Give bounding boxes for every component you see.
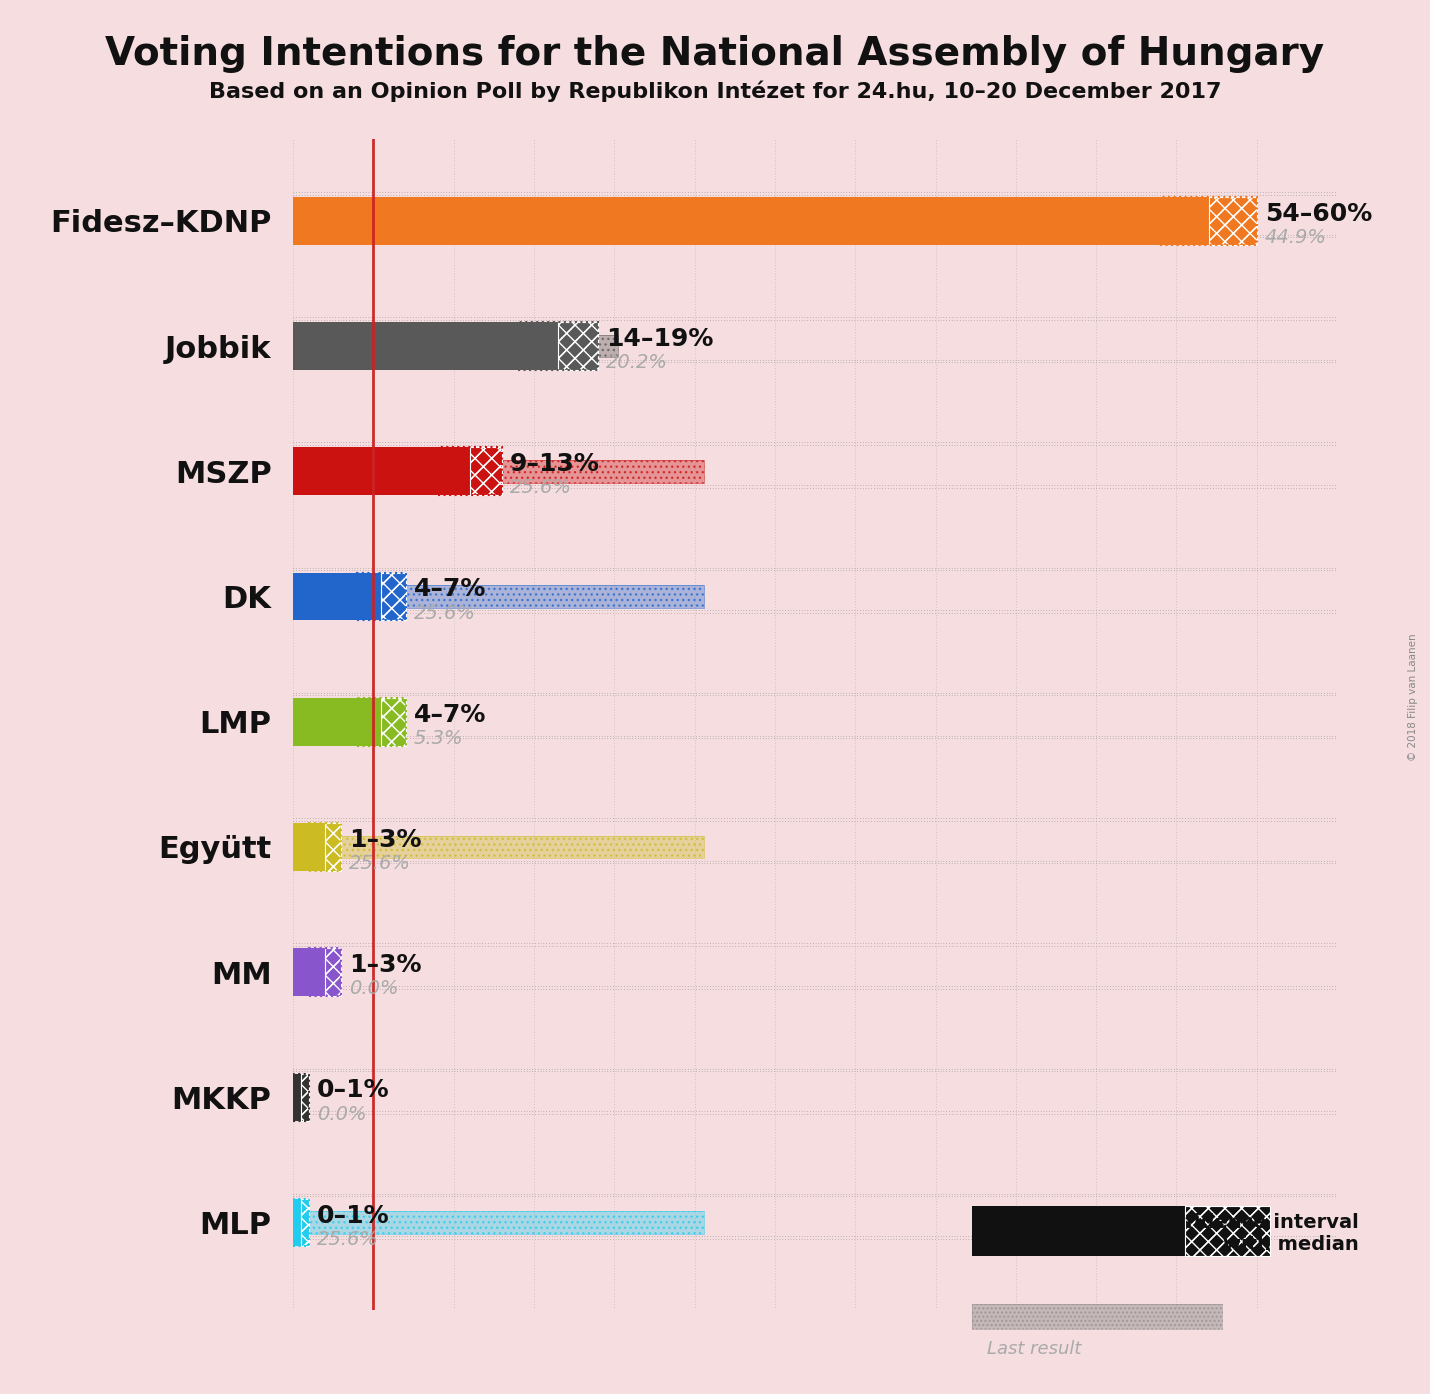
Bar: [382, 573, 406, 620]
Bar: [302, 1199, 309, 1246]
Bar: [325, 948, 342, 997]
Bar: [325, 824, 342, 871]
Bar: [518, 322, 598, 369]
Bar: [1160, 197, 1257, 244]
Text: © 2018 Filip van Laanen: © 2018 Filip van Laanen: [1409, 633, 1417, 761]
Bar: [382, 698, 406, 746]
Text: 5.3%: 5.3%: [413, 729, 463, 749]
Text: 0.0%: 0.0%: [349, 980, 399, 998]
Bar: [325, 824, 342, 871]
Bar: [325, 948, 342, 997]
Text: 54–60%: 54–60%: [1264, 202, 1371, 226]
Bar: [972, 1206, 1185, 1256]
Text: 25.6%: 25.6%: [511, 478, 572, 498]
Bar: [293, 1073, 302, 1121]
Text: 1–3%: 1–3%: [349, 953, 422, 977]
Bar: [293, 209, 1014, 231]
Bar: [293, 824, 325, 871]
Bar: [293, 322, 558, 369]
Bar: [382, 573, 406, 620]
Bar: [972, 1305, 1224, 1328]
Text: 25.6%: 25.6%: [349, 855, 412, 873]
Bar: [293, 1211, 705, 1234]
Text: 25.6%: 25.6%: [317, 1230, 379, 1249]
Bar: [309, 948, 342, 997]
Bar: [302, 1073, 309, 1121]
Text: 95% confidence interval
with median: 95% confidence interval with median: [1093, 1213, 1358, 1253]
Bar: [438, 447, 502, 495]
Bar: [302, 1073, 309, 1121]
Bar: [293, 209, 1014, 231]
Bar: [293, 197, 1208, 244]
Bar: [302, 1073, 309, 1121]
Bar: [293, 1211, 705, 1234]
Bar: [293, 836, 705, 859]
Bar: [293, 1073, 309, 1121]
Bar: [293, 573, 382, 620]
Bar: [558, 322, 598, 369]
Bar: [293, 460, 705, 482]
Bar: [325, 948, 342, 997]
Bar: [293, 335, 618, 357]
Bar: [293, 585, 705, 608]
Text: 25.6%: 25.6%: [413, 604, 475, 623]
Bar: [358, 698, 406, 746]
Text: Based on an Opinion Poll by Republikon Intézet for 24.hu, 10–20 December 2017: Based on an Opinion Poll by Republikon I…: [209, 81, 1221, 102]
Bar: [972, 1305, 1224, 1328]
Bar: [293, 460, 705, 482]
Bar: [470, 447, 502, 495]
Bar: [382, 698, 406, 746]
Bar: [293, 1199, 309, 1246]
Text: 4–7%: 4–7%: [413, 703, 486, 726]
Bar: [293, 711, 379, 733]
Bar: [293, 585, 705, 608]
Text: 0–1%: 0–1%: [317, 1203, 390, 1228]
Bar: [293, 1199, 302, 1246]
Bar: [293, 698, 382, 746]
Bar: [470, 447, 502, 495]
Text: 9–13%: 9–13%: [511, 452, 599, 477]
Text: 4–7%: 4–7%: [413, 577, 486, 601]
Bar: [293, 836, 705, 859]
Bar: [325, 824, 342, 871]
Bar: [558, 322, 598, 369]
Bar: [293, 447, 470, 495]
Text: 44.9%: 44.9%: [1264, 229, 1327, 247]
Bar: [558, 322, 598, 369]
Text: 20.2%: 20.2%: [606, 353, 668, 372]
Bar: [382, 573, 406, 620]
Bar: [302, 1199, 309, 1246]
Bar: [1208, 197, 1257, 244]
Text: 14–19%: 14–19%: [606, 328, 714, 351]
Text: 0.0%: 0.0%: [317, 1104, 366, 1124]
Bar: [302, 1199, 309, 1246]
Bar: [1185, 1206, 1270, 1256]
Text: Last result: Last result: [987, 1340, 1081, 1358]
Text: Voting Intentions for the National Assembly of Hungary: Voting Intentions for the National Assem…: [106, 35, 1324, 72]
Bar: [309, 824, 342, 871]
Bar: [293, 335, 618, 357]
Bar: [358, 573, 406, 620]
Text: 0–1%: 0–1%: [317, 1079, 390, 1103]
Bar: [293, 711, 379, 733]
Text: 1–3%: 1–3%: [349, 828, 422, 852]
Bar: [382, 698, 406, 746]
Bar: [470, 447, 502, 495]
Bar: [293, 948, 325, 997]
Bar: [1208, 197, 1257, 244]
Bar: [1185, 1206, 1270, 1256]
Bar: [1185, 1206, 1270, 1256]
Bar: [1208, 197, 1257, 244]
